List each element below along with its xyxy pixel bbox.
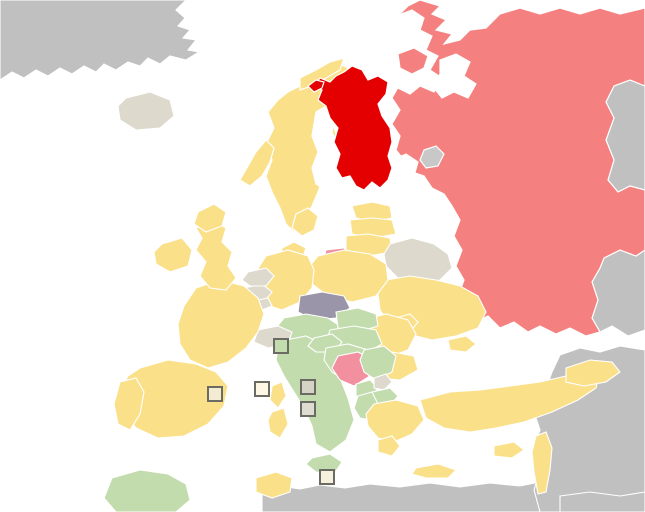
western-europe-region bbox=[113, 91, 289, 439]
finland-lapland-arm bbox=[307, 79, 325, 93]
iceland-landmass bbox=[117, 91, 175, 131]
lake-onega bbox=[419, 145, 445, 169]
caspian-north-gray bbox=[559, 491, 645, 512]
israel-lebanon-coast bbox=[531, 431, 553, 495]
tunisia-landmass bbox=[255, 471, 293, 499]
portugal-landmass bbox=[113, 377, 145, 431]
cyprus-landmass bbox=[493, 441, 525, 459]
crimea-landmass bbox=[447, 335, 477, 353]
marker-monaco[interactable] bbox=[254, 381, 270, 397]
kazakhstan-landmass bbox=[605, 79, 645, 193]
kosovo-landmass bbox=[373, 373, 393, 391]
slovakia-landmass bbox=[335, 307, 379, 333]
russia-region bbox=[329, 0, 645, 337]
marker-vatican-city[interactable] bbox=[300, 401, 316, 417]
morocco-landmass bbox=[103, 469, 191, 512]
marker-andorra[interactable] bbox=[207, 386, 223, 402]
sweden-southern-tip bbox=[291, 207, 319, 237]
kola-peninsula-red bbox=[397, 47, 429, 75]
belarus-landmass bbox=[383, 237, 453, 285]
marker-liechtenstein[interactable] bbox=[273, 338, 289, 354]
corsica-landmass bbox=[269, 381, 287, 409]
latvia-landmass bbox=[349, 217, 397, 239]
norway-lapland-north bbox=[299, 57, 345, 91]
central-europe-region bbox=[237, 249, 389, 355]
finland-subject bbox=[307, 65, 393, 191]
greece-peloponnese bbox=[377, 435, 401, 457]
crete-landmass bbox=[411, 463, 458, 479]
marker-malta[interactable] bbox=[319, 469, 335, 485]
marker-san-marino[interactable] bbox=[300, 379, 316, 395]
turkey-east-extension bbox=[565, 359, 621, 387]
scotland-landmass bbox=[193, 203, 227, 233]
white-sea-lobe bbox=[433, 53, 477, 99]
united-kingdom-landmass bbox=[195, 219, 237, 291]
estonia-landmass bbox=[351, 201, 393, 223]
france-landmass bbox=[177, 279, 265, 369]
norway-west-coast-detail bbox=[239, 139, 275, 187]
netherlands-landmass bbox=[241, 267, 275, 287]
turkey-landmass bbox=[419, 365, 601, 433]
ireland-landmass bbox=[153, 237, 193, 273]
anatolia-levant-region bbox=[103, 359, 621, 512]
finland-landmass bbox=[313, 65, 393, 191]
sardinia-landmass bbox=[267, 407, 289, 439]
greece-landmass bbox=[365, 399, 425, 443]
greenland-landmass bbox=[0, 0, 201, 81]
